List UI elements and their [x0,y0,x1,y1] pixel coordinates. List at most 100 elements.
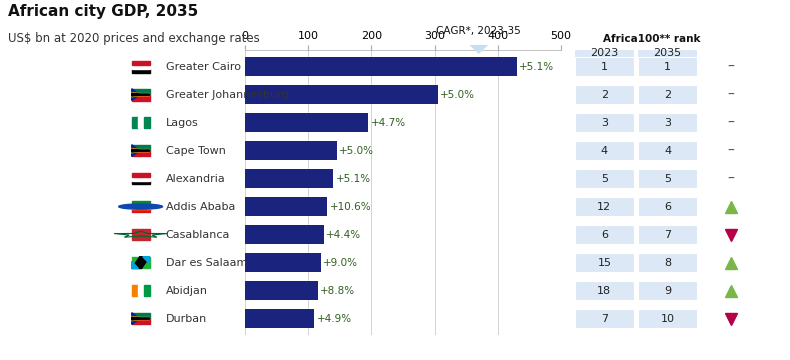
Text: Casablanca: Casablanca [166,230,230,240]
Polygon shape [132,261,138,269]
Bar [574,85,634,104]
Bar [638,169,697,188]
Text: Dar es Salaam: Dar es Salaam [166,258,247,267]
Bar [638,141,697,160]
Polygon shape [132,316,149,321]
Bar [132,257,149,269]
Text: +5.0%: +5.0% [440,90,476,100]
Text: 10: 10 [660,314,675,324]
Bar [132,313,149,319]
Text: 4: 4 [664,145,672,156]
Polygon shape [132,317,149,320]
Polygon shape [132,89,140,100]
Text: 2: 2 [600,90,608,100]
Text: 4: 4 [600,145,608,156]
Text: 6: 6 [601,230,608,240]
Bar [132,229,149,240]
Bar [574,141,634,160]
Bar [132,61,149,65]
Text: –: – [728,60,734,74]
Text: 5: 5 [664,174,671,184]
Text: –: – [728,87,734,102]
Bar [245,57,517,76]
Bar [245,169,333,188]
Bar [245,197,327,216]
Text: 2: 2 [664,90,672,100]
Text: +9.0%: +9.0% [323,258,359,267]
Bar [132,145,149,150]
Polygon shape [132,93,149,96]
Text: Greater Cairo: Greater Cairo [166,62,240,72]
Text: Addis Ababa: Addis Ababa [166,202,235,212]
Bar [132,181,149,184]
Bar [638,197,697,216]
Bar [132,95,149,100]
Bar [132,177,149,181]
Bar [574,253,634,272]
Bar [137,285,144,296]
Text: 3: 3 [601,118,608,127]
Bar [574,309,634,328]
Text: –: – [728,144,734,158]
Text: +4.9%: +4.9% [317,314,352,324]
Text: 3: 3 [664,118,671,127]
Bar [137,117,144,129]
Bar [245,309,314,328]
Bar [574,281,634,300]
Text: Abidjan: Abidjan [166,285,208,296]
Circle shape [118,204,163,209]
Bar [574,44,634,58]
Text: 6: 6 [664,202,671,212]
Text: +5.1%: +5.1% [336,174,371,184]
Bar [132,285,137,296]
Polygon shape [132,313,140,324]
Bar [638,281,697,300]
Bar [132,65,149,69]
Text: Durban: Durban [166,314,207,324]
Bar [144,117,149,129]
Text: Lagos: Lagos [166,118,198,127]
Bar [245,253,321,272]
Bar [574,197,634,216]
Text: –: – [728,172,734,186]
Bar [638,57,697,76]
Text: –: – [728,116,734,130]
Text: +4.7%: +4.7% [371,118,406,127]
Bar [245,85,438,104]
Text: African city GDP, 2035: African city GDP, 2035 [8,4,198,19]
Text: Africa100** rank: Africa100** rank [603,34,701,44]
Text: +5.1%: +5.1% [519,62,555,72]
Text: +10.6%: +10.6% [329,202,371,212]
Text: 18: 18 [597,285,611,296]
Text: 12: 12 [597,202,611,212]
Bar [132,150,149,157]
Bar [638,253,697,272]
Text: +4.4%: +4.4% [326,230,362,240]
Bar [132,69,149,72]
Bar [638,309,697,328]
Bar [132,201,149,204]
Text: Alexandria: Alexandria [166,174,225,184]
Bar [638,44,697,58]
Text: 1: 1 [601,62,608,72]
Polygon shape [132,257,149,269]
Text: +5.0%: +5.0% [339,145,374,156]
Bar [245,225,324,244]
Text: 15: 15 [597,258,611,267]
Text: 8: 8 [664,258,672,267]
Polygon shape [143,257,149,264]
Text: 2023: 2023 [590,48,619,58]
Text: US$ bn at 2020 prices and exchange rates: US$ bn at 2020 prices and exchange rates [8,32,260,45]
Bar [245,281,318,300]
Bar [132,204,149,208]
Text: CAGR*, 2023-35: CAGR*, 2023-35 [436,26,521,36]
Polygon shape [132,145,140,157]
Bar [245,141,337,160]
Bar [132,89,149,95]
Bar [144,285,149,296]
Bar [132,117,137,129]
Text: 7: 7 [664,230,672,240]
Bar [132,319,149,324]
Text: 5: 5 [601,174,608,184]
Polygon shape [132,93,149,97]
